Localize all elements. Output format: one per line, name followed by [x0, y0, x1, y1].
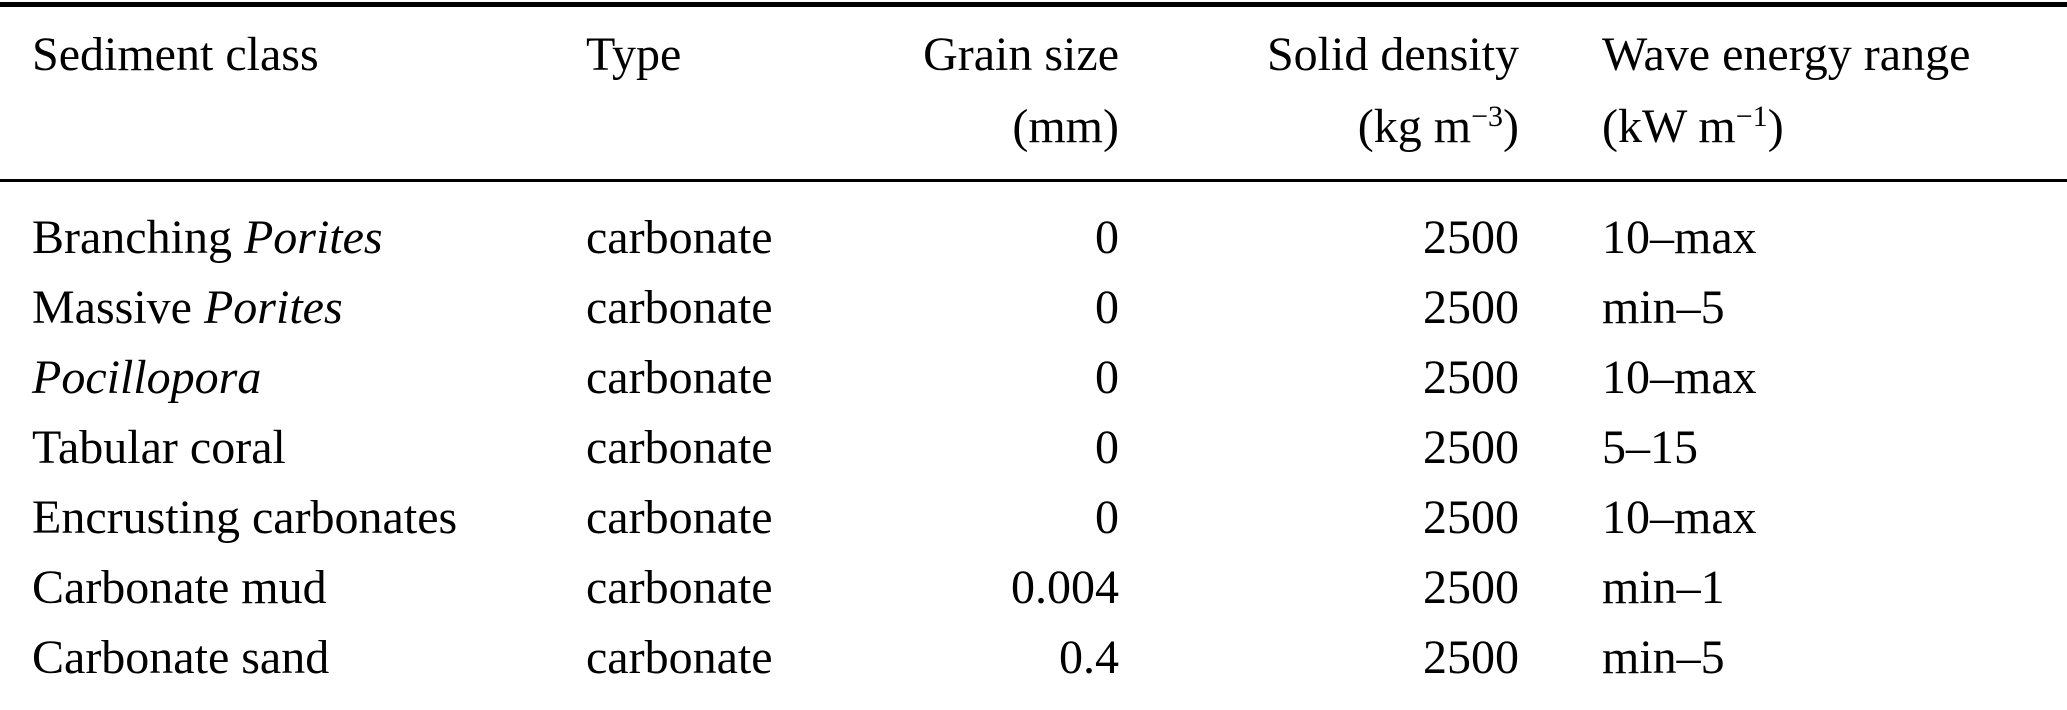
sediment-class-italic: Porites — [243, 211, 383, 264]
grain-size-cell: 0 — [1095, 351, 1119, 404]
col-header-sediment-class-label: Sediment class — [32, 28, 319, 81]
col-header-wave-energy-range: Wave energy range (kW m−1) — [1520, 4, 2067, 182]
col-header-type: Type — [585, 4, 840, 182]
solid-density-cell: 2500 — [1423, 281, 1519, 334]
type-cell: carbonate — [586, 211, 773, 264]
sediment-class-regular: Massive — [32, 281, 204, 334]
grain-size-cell: 0 — [1095, 421, 1119, 474]
wave-energy-cell: 10–max — [1602, 351, 1757, 404]
sediment-class-regular: Encrusting carbonates — [32, 491, 458, 544]
table-row: Tabular coral carbonate 0 2500 5–15 — [0, 413, 2067, 483]
sediment-class-italic: Pocillopora — [32, 351, 262, 404]
sediment-class-italic: Porites — [203, 281, 343, 334]
solid-density-cell: 2500 — [1423, 351, 1519, 404]
grain-size-cell: 0 — [1095, 211, 1119, 264]
col-header-grain-size-unit: (mm) — [841, 91, 1119, 163]
col-header-grain-size-label: Grain size — [923, 28, 1119, 81]
type-cell: carbonate — [586, 561, 773, 614]
grain-size-cell: 0.4 — [1059, 631, 1119, 684]
solid-density-cell: 2500 — [1423, 211, 1519, 264]
sediment-class-cell: Tabular coral — [0, 413, 585, 483]
col-header-sediment-class: Sediment class — [0, 4, 585, 182]
grain-size-cell: 0 — [1095, 281, 1119, 334]
sediment-class-regular: Carbonate sand — [32, 631, 330, 684]
type-cell: carbonate — [586, 281, 773, 334]
type-cell: carbonate — [586, 491, 773, 544]
col-header-solid-density-unit: (kg m−3) — [1121, 91, 1519, 163]
unit-prefix: (kW m — [1602, 100, 1736, 153]
type-cell: carbonate — [586, 351, 773, 404]
sediment-class-cell: Carbonate sand — [0, 623, 585, 710]
unit-superscript: −3 — [1471, 99, 1504, 133]
type-cell: carbonate — [586, 421, 773, 474]
col-header-type-label: Type — [586, 28, 682, 81]
unit-prefix: (kg m — [1357, 100, 1472, 153]
table-row: Carbonate mud carbonate 0.004 2500 min–1 — [0, 553, 2067, 623]
sediment-class-cell: Pocillopora — [0, 343, 585, 413]
col-header-wave-energy-range-label: Wave energy range — [1602, 28, 1971, 81]
table-row: Massive Porites carbonate 0 2500 min–5 — [0, 273, 2067, 343]
unit-prefix: (mm) — [1012, 100, 1119, 153]
wave-energy-cell: min–1 — [1602, 561, 1725, 614]
solid-density-cell: 2500 — [1423, 561, 1519, 614]
solid-density-cell: 2500 — [1423, 631, 1519, 684]
unit-suffix: ) — [1767, 100, 1784, 153]
unit-suffix: ) — [1503, 100, 1519, 153]
wave-energy-cell: 10–max — [1602, 211, 1757, 264]
table-body: Branching Porites carbonate 0 2500 10–ma… — [0, 181, 2067, 710]
sediment-class-regular: Tabular coral — [32, 421, 286, 474]
col-header-solid-density-label: Solid density — [1266, 28, 1519, 81]
col-header-grain-size: Grain size (mm) — [840, 4, 1120, 182]
col-header-solid-density: Solid density (kg m−3) — [1120, 4, 1520, 182]
grain-size-cell: 0.004 — [1011, 561, 1119, 614]
wave-energy-cell: 5–15 — [1602, 421, 1698, 474]
table-row: Encrusting carbonates carbonate 0 2500 1… — [0, 483, 2067, 553]
table-row: Branching Porites carbonate 0 2500 10–ma… — [0, 181, 2067, 274]
table-row: Carbonate sand carbonate 0.4 2500 min–5 — [0, 623, 2067, 710]
header-row: Sediment class Type Grain size (mm) Soli… — [0, 4, 2067, 182]
solid-density-cell: 2500 — [1423, 421, 1519, 474]
sediment-class-regular: Branching — [32, 211, 244, 264]
sediment-class-regular: Carbonate mud — [32, 561, 327, 614]
col-header-wave-energy-range-unit: (kW m−1) — [1602, 91, 2066, 163]
wave-energy-cell: 10–max — [1602, 491, 1757, 544]
table-row: Pocillopora carbonate 0 2500 10–max — [0, 343, 2067, 413]
wave-energy-cell: min–5 — [1602, 281, 1725, 334]
sediment-class-cell: Encrusting carbonates — [0, 483, 585, 553]
sediment-class-cell: Massive Porites — [0, 273, 585, 343]
wave-energy-cell: min–5 — [1602, 631, 1725, 684]
unit-superscript: −1 — [1735, 99, 1768, 133]
solid-density-cell: 2500 — [1423, 491, 1519, 544]
sediment-class-cell: Carbonate mud — [0, 553, 585, 623]
table-header: Sediment class Type Grain size (mm) Soli… — [0, 4, 2067, 182]
type-cell: carbonate — [586, 631, 773, 684]
grain-size-cell: 0 — [1095, 491, 1119, 544]
sediment-class-cell: Branching Porites — [0, 181, 585, 274]
